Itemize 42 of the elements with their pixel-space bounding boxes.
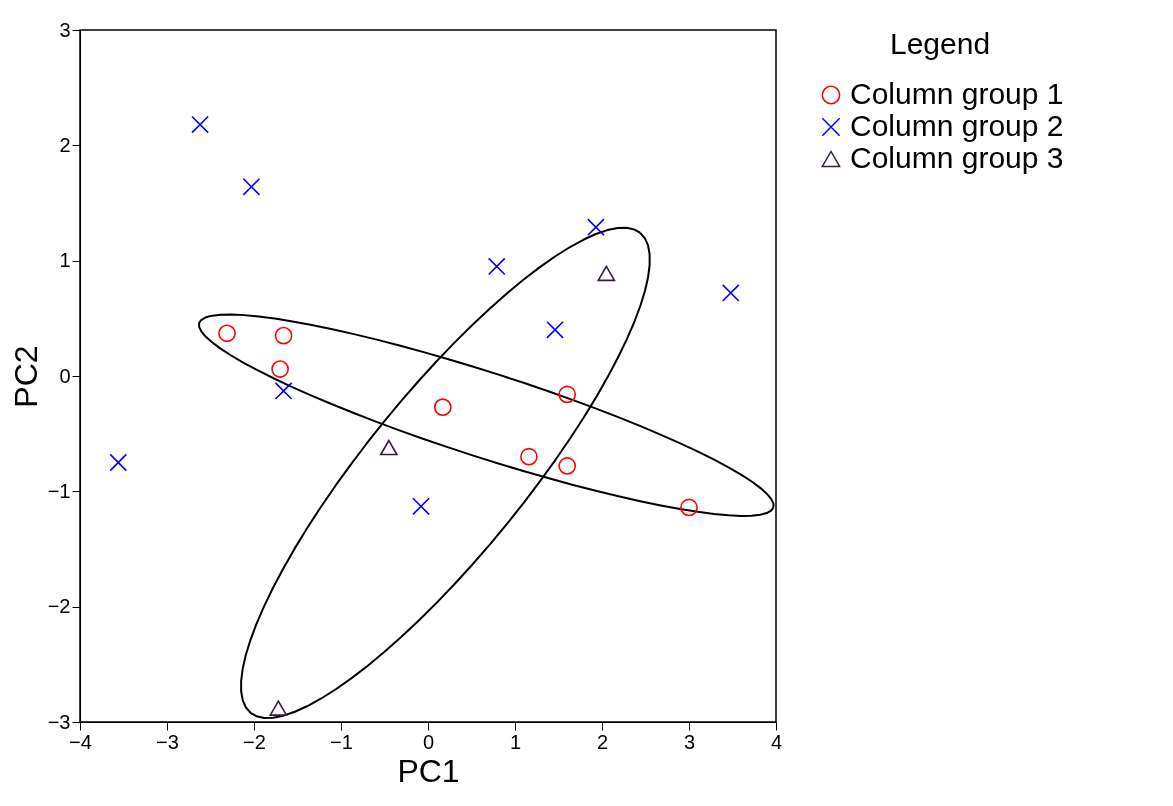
y-tick-label: 0	[59, 364, 71, 387]
x-tick-label: 2	[596, 730, 609, 753]
point	[274, 382, 293, 400]
x-tick-label: 1	[509, 730, 522, 753]
point	[269, 700, 288, 716]
legend-label: Column group 3	[850, 141, 1064, 174]
x-tick-label: −2	[243, 730, 266, 753]
y-tick-label: −3	[47, 710, 71, 733]
point	[558, 457, 577, 475]
point	[412, 497, 430, 516]
y-tick-label: −2	[47, 595, 71, 618]
point	[274, 326, 293, 345]
x-tick-label: −4	[69, 730, 92, 753]
x-tick-label: 3	[683, 730, 696, 753]
y-axis-title: PC2	[7, 345, 44, 408]
point	[271, 360, 289, 378]
point	[109, 453, 128, 472]
point	[433, 398, 452, 416]
point	[242, 177, 261, 196]
point	[191, 115, 209, 134]
point	[379, 439, 398, 456]
point	[680, 498, 698, 517]
point	[520, 447, 538, 466]
point	[218, 324, 236, 343]
y-tick-label: 1	[59, 249, 71, 272]
x-axis-title: PC1	[397, 752, 460, 789]
point	[558, 385, 577, 404]
x-tick-label: 4	[770, 730, 783, 753]
x-tick-label: −3	[156, 730, 179, 753]
y-tick-label: 2	[59, 133, 71, 156]
point	[487, 257, 506, 276]
x-tick-label: 0	[422, 730, 435, 753]
point	[546, 321, 564, 339]
point	[721, 284, 740, 302]
y-tick-label: −1	[47, 479, 71, 502]
legend-title: Legend	[889, 27, 991, 60]
legend-label: Column group 2	[850, 109, 1064, 142]
x-tick-label: −1	[330, 730, 353, 753]
point	[587, 218, 605, 237]
legend-label: Column group 1	[850, 77, 1064, 110]
y-tick-label: 3	[59, 18, 71, 41]
point	[597, 265, 616, 282]
